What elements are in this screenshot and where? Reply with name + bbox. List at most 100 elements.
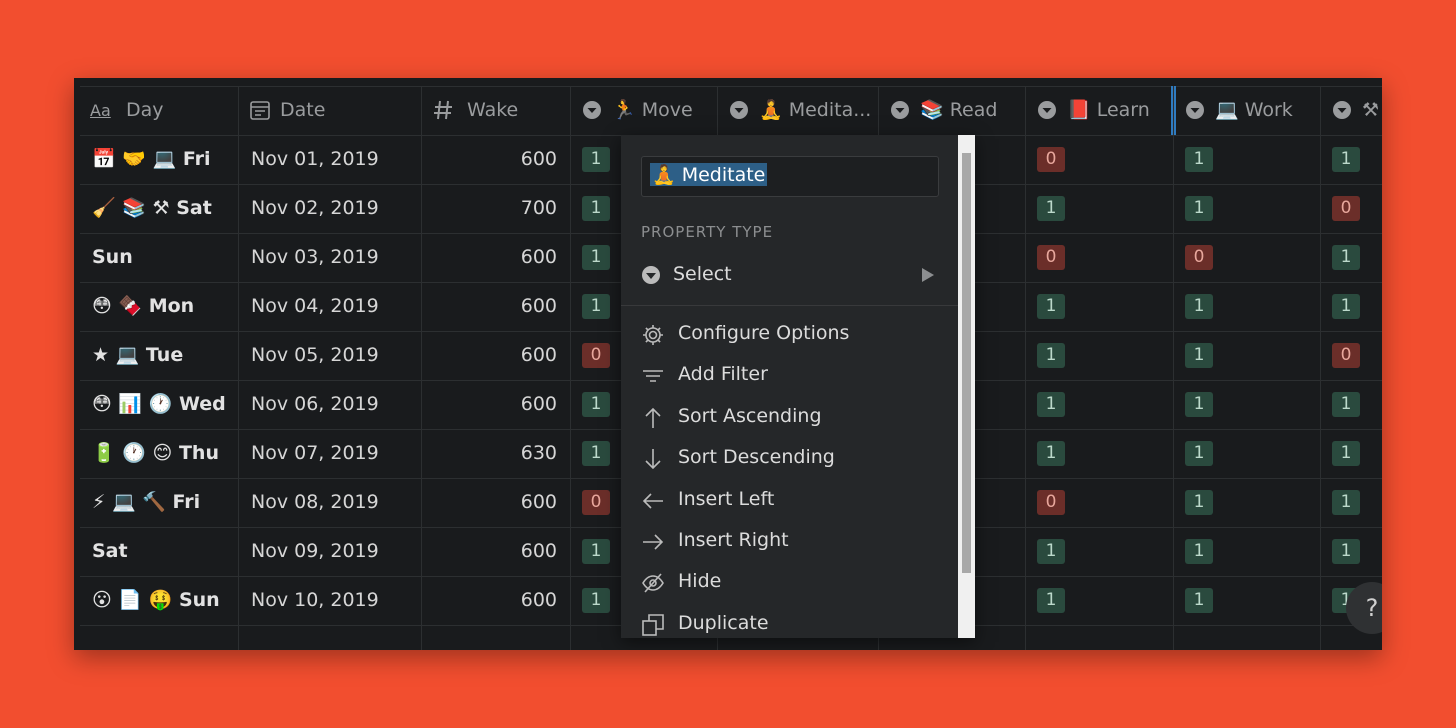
move-badge[interactable]: 1 [582,294,610,319]
help-button[interactable]: ? [1346,582,1382,634]
column-divider [570,86,571,650]
property-menu: 🧘 Meditate PROPERTY TYPE Select Configur… [621,135,975,638]
work-badge[interactable]: 0 [1185,245,1213,270]
learn-badge[interactable]: 1 [1037,539,1065,564]
date-cell[interactable]: Nov 08, 2019 [251,491,379,513]
move-badge[interactable]: 1 [582,539,610,564]
menu-item[interactable]: Insert Left [678,487,775,510]
menu-item[interactable]: Configure Options [678,322,850,344]
name-input[interactable]: 🧘 Meditate [641,156,939,197]
learn-badge[interactable]: 1 [1037,343,1065,368]
extra-badge[interactable]: 1 [1332,294,1360,319]
extra-badge[interactable]: 1 [1332,539,1360,564]
menu-item[interactable]: Insert Right [678,529,789,551]
extra-badge[interactable]: 1 [1332,245,1360,270]
move-badge[interactable]: 1 [582,392,610,417]
day-cell[interactable]: 😳 🍫 Mon [92,295,195,317]
date-cell[interactable]: Nov 03, 2019 [251,246,379,268]
day-cell[interactable]: 😮 📄 🤑 Sun [92,589,220,611]
work-badge[interactable]: 1 [1185,294,1213,319]
wake-cell[interactable]: 600 [520,148,557,170]
column-header[interactable]: Day [126,99,164,121]
day-cell[interactable]: 😳 📊 🕐 Wed [92,393,226,415]
wake-cell[interactable]: 600 [520,491,557,513]
menu-item[interactable]: Hide [678,570,722,593]
extra-badge[interactable]: 0 [1332,343,1360,368]
column-header[interactable]: Date [280,99,326,121]
day-cell[interactable]: ⚡ 💻 🔨 Fri [92,491,201,513]
date-cell[interactable]: Nov 04, 2019 [251,295,379,317]
header-top [80,86,1382,87]
column-header[interactable]: Wake [467,99,519,121]
learn-badge[interactable]: 1 [1037,392,1065,417]
learn-badge[interactable]: 1 [1037,196,1065,221]
extra-badge[interactable]: 0 [1332,196,1360,221]
move-badge[interactable]: 0 [582,490,610,515]
day-cell[interactable]: 🧹 📚 ⚒ Sat [92,197,212,219]
day-cell[interactable]: Sun [92,246,133,268]
learn-badge[interactable]: 0 [1037,490,1065,515]
work-badge[interactable]: 1 [1185,196,1213,221]
date-cell[interactable]: Nov 05, 2019 [251,344,379,366]
menu-icon [641,447,665,471]
extra-badge[interactable]: 1 [1332,392,1360,417]
date-cell[interactable]: Nov 06, 2019 [251,393,379,415]
wake-cell[interactable]: 600 [520,344,557,366]
date-cell[interactable]: Nov 01, 2019 [251,148,379,170]
extra-badge[interactable]: 1 [1332,441,1360,466]
date-cell[interactable]: Nov 10, 2019 [251,589,379,611]
work-badge[interactable]: 1 [1185,539,1213,564]
wake-cell[interactable]: 630 [520,442,557,464]
menu-item[interactable]: Sort Ascending [678,404,822,427]
property-type[interactable]: Select [673,263,732,285]
learn-badge[interactable]: 0 [1037,147,1065,172]
work-badge[interactable]: 1 [1185,343,1213,368]
wake-cell[interactable]: 600 [520,246,557,268]
column-header[interactable]: ⚒ [1362,99,1380,121]
menu-item[interactable]: Sort Descending [678,446,835,469]
work-badge[interactable]: 1 [1185,588,1213,613]
move-badge[interactable]: 1 [582,588,610,613]
day-cell[interactable]: 🔋 🕐 😊 Thu [92,442,219,464]
wake-cell[interactable]: 700 [520,197,557,219]
column-divider [1320,86,1321,650]
menu-icon [641,489,665,513]
work-badge[interactable]: 1 [1185,147,1213,172]
extra-badge[interactable]: 1 [1332,490,1360,515]
extra-badge[interactable]: 1 [1332,147,1360,172]
column-header[interactable]: 💻 Work [1215,99,1293,121]
work-badge[interactable]: 1 [1185,490,1213,515]
column-header[interactable]: 📕 Learn [1067,99,1150,121]
move-badge[interactable]: 1 [582,196,610,221]
column-header[interactable]: 🧘 Medita... [759,99,872,121]
move-badge[interactable]: 1 [582,441,610,466]
scroll-thumb[interactable] [962,153,971,573]
date-cell[interactable]: Nov 02, 2019 [251,197,379,219]
learn-badge[interactable]: 0 [1037,245,1065,270]
number-icon [431,98,455,122]
move-badge[interactable]: 1 [582,147,610,172]
column-header[interactable]: 📚 Read [920,99,998,121]
menu-item[interactable]: Duplicate [678,611,769,634]
column-header[interactable]: 🏃 Move [612,99,693,121]
date-cell[interactable]: Nov 09, 2019 [251,540,379,562]
menu-item[interactable]: Add Filter [678,363,768,386]
wake-cell[interactable]: 600 [520,393,557,415]
work-badge[interactable]: 1 [1185,392,1213,417]
work-badge[interactable]: 1 [1185,441,1213,466]
learn-badge[interactable]: 1 [1037,441,1065,466]
separator [621,305,958,306]
learn-badge[interactable]: 1 [1037,294,1065,319]
wake-cell[interactable]: 600 [520,295,557,317]
scrollbar[interactable] [958,135,975,638]
day-cell[interactable]: 📅 🤝 💻 Fri [92,148,211,170]
move-badge[interactable]: 1 [582,245,610,270]
wake-cell[interactable]: 600 [520,589,557,611]
wake-cell[interactable]: 600 [520,540,557,562]
day-cell[interactable]: Sat [92,540,128,562]
day-cell[interactable]: ★ 💻 Tue [92,344,184,366]
date-cell[interactable]: Nov 07, 2019 [251,442,379,464]
move-badge[interactable]: 0 [582,343,610,368]
learn-badge[interactable]: 1 [1037,588,1065,613]
